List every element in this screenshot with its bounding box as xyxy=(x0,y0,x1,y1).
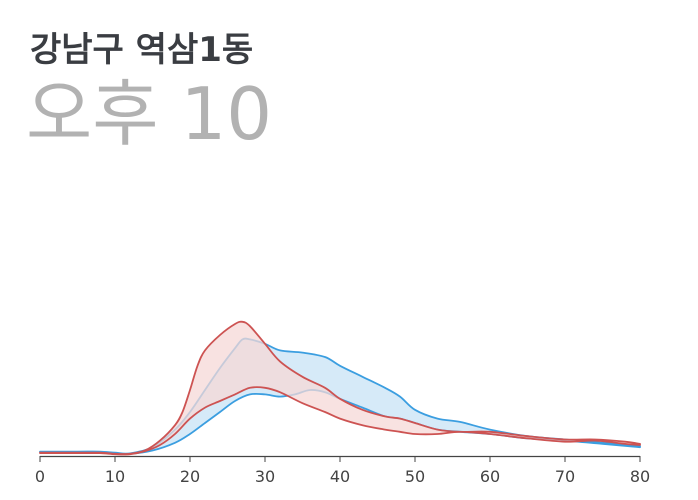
series-band-1 xyxy=(39,337,641,455)
x-tick-label: 50 xyxy=(405,467,425,486)
time-hour-label: 10 xyxy=(180,72,273,156)
series-band-2 xyxy=(39,320,641,456)
x-tick-label: 30 xyxy=(255,467,275,486)
x-tick-label: 60 xyxy=(480,467,500,486)
x-tick-label: 0 xyxy=(35,467,45,486)
series-layer xyxy=(39,320,641,456)
x-tick-label: 20 xyxy=(180,467,200,486)
x-tick-label: 80 xyxy=(630,467,650,486)
chart-subtitle: 오후 10 xyxy=(26,78,272,150)
chart-title: 강남구 역삼1동 xyxy=(30,30,254,70)
x-tick-label: 40 xyxy=(330,467,350,486)
x-axis-ticks: 0 10 20 30 40 50 60 70 80 xyxy=(35,456,650,486)
x-tick-label: 10 xyxy=(105,467,125,486)
x-tick-label: 70 xyxy=(555,467,575,486)
time-period-label: 오후 xyxy=(26,72,159,156)
